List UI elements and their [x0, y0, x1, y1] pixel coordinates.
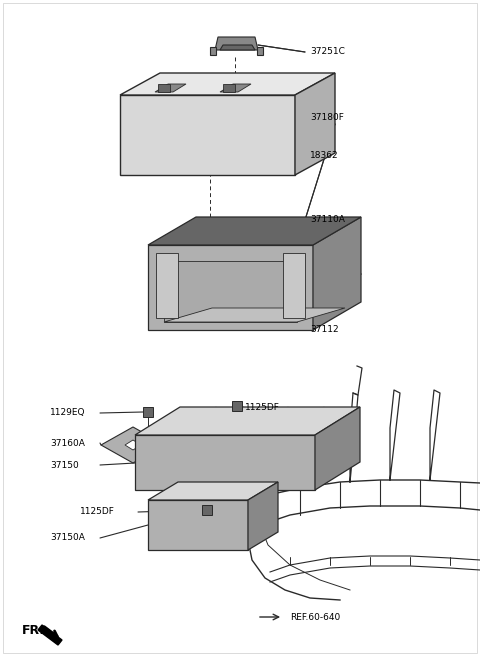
Polygon shape	[156, 253, 178, 318]
Polygon shape	[220, 45, 255, 50]
Polygon shape	[202, 505, 212, 515]
Text: 37150A: 37150A	[50, 533, 85, 543]
Polygon shape	[283, 253, 305, 318]
Text: 1129EQ: 1129EQ	[50, 409, 85, 417]
Polygon shape	[220, 84, 251, 92]
Text: 37160A: 37160A	[50, 438, 85, 447]
Text: 1125DF: 1125DF	[245, 403, 280, 411]
Polygon shape	[120, 73, 335, 95]
Polygon shape	[125, 440, 141, 450]
Text: 37110A: 37110A	[310, 216, 345, 224]
Polygon shape	[148, 482, 278, 500]
Polygon shape	[215, 37, 258, 50]
Polygon shape	[155, 84, 186, 92]
Polygon shape	[223, 80, 252, 148]
Text: 37180F: 37180F	[310, 113, 344, 123]
Polygon shape	[38, 625, 62, 645]
Polygon shape	[232, 401, 242, 411]
Polygon shape	[313, 217, 361, 330]
Polygon shape	[135, 435, 315, 490]
Polygon shape	[101, 427, 165, 463]
Polygon shape	[257, 47, 263, 55]
Polygon shape	[135, 407, 360, 435]
Text: FR.: FR.	[22, 623, 45, 636]
Polygon shape	[164, 261, 297, 322]
Polygon shape	[263, 150, 273, 160]
Polygon shape	[223, 84, 235, 92]
Text: 37112: 37112	[310, 325, 338, 335]
Polygon shape	[158, 84, 170, 92]
Polygon shape	[120, 95, 295, 175]
Polygon shape	[295, 73, 335, 175]
Polygon shape	[164, 308, 345, 322]
Text: REF.60-640: REF.60-640	[290, 613, 340, 621]
Polygon shape	[210, 47, 216, 55]
Polygon shape	[148, 500, 248, 550]
Polygon shape	[143, 407, 153, 417]
Polygon shape	[248, 482, 278, 550]
Text: 1125DF: 1125DF	[80, 508, 115, 516]
Text: 18362: 18362	[310, 150, 338, 159]
Text: 37150: 37150	[50, 461, 79, 470]
Text: 37251C: 37251C	[310, 47, 345, 56]
Polygon shape	[148, 217, 361, 245]
Polygon shape	[315, 407, 360, 490]
Polygon shape	[148, 245, 313, 330]
